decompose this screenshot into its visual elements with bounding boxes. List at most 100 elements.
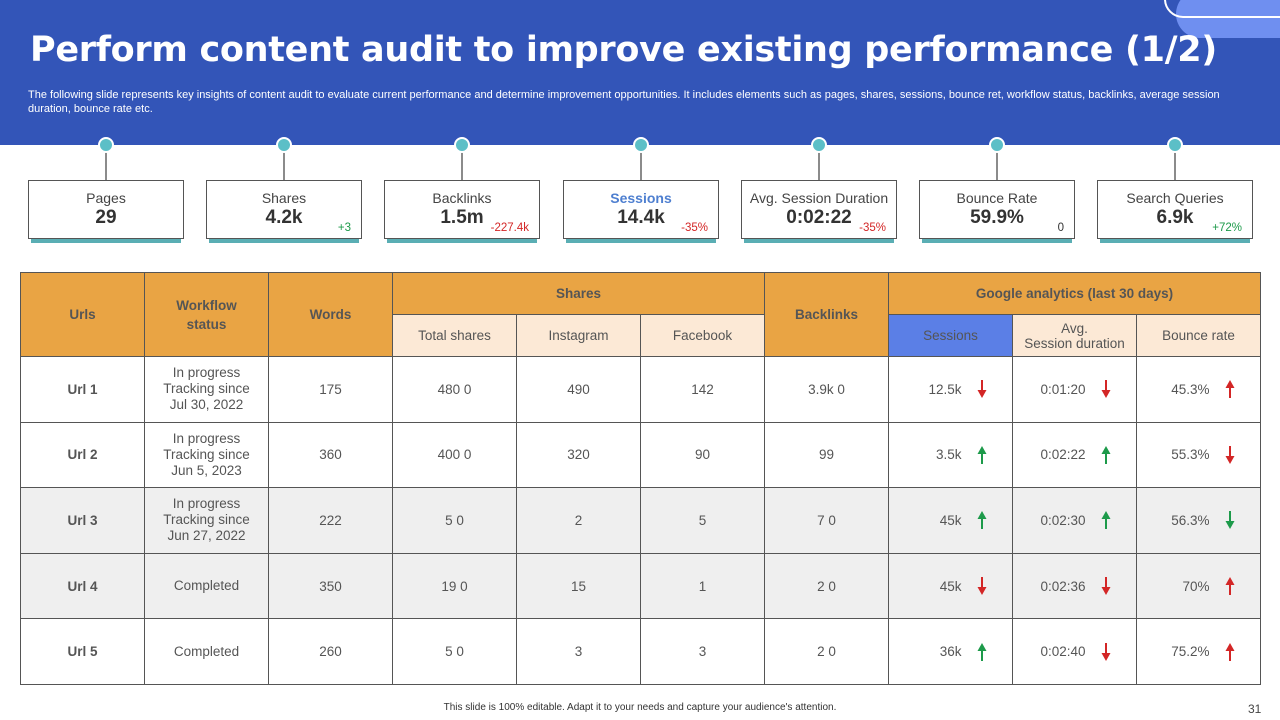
kpi-value: 14.4k xyxy=(617,207,665,228)
sessions-value: 3.5k xyxy=(935,447,962,463)
col-header-sessions: Sessions xyxy=(888,314,1013,357)
kpi-label: Pages xyxy=(86,190,126,206)
header-line: Session duration xyxy=(1024,335,1125,351)
instagram-cell: 490 xyxy=(516,356,641,423)
kpi-underline xyxy=(387,239,537,243)
sessions-value: 12.5k xyxy=(928,381,962,397)
page-title: Perform content audit to improve existin… xyxy=(30,30,1217,70)
instagram-cell: 320 xyxy=(516,421,641,489)
bounce-rate-cell: 55.3% xyxy=(1136,421,1261,489)
total-shares-cell: 5 0 xyxy=(392,487,517,554)
instagram-cell: 3 xyxy=(516,618,641,685)
trend-up-icon xyxy=(977,445,986,464)
table-row: Url 2 In progress Tracking since Jun 5, 20… xyxy=(20,421,1261,489)
col-header-workflow-status: Workflow status xyxy=(144,272,269,357)
kpi-value: 0:02:22 xyxy=(786,207,852,228)
kpi-underline xyxy=(566,239,716,243)
bounce-rate-value: 75.2% xyxy=(1171,644,1210,660)
kpi-label: Backlinks xyxy=(432,190,492,206)
sessions-cell: 45k xyxy=(888,552,1013,620)
trend-down-icon xyxy=(977,380,986,399)
sessions-cell: 3.5k xyxy=(888,421,1013,489)
sessions-cell: 45k xyxy=(888,487,1013,554)
kpi-box: Sessions 14.4k -35% xyxy=(563,180,719,239)
kpi-underline xyxy=(31,239,181,243)
avg-duration-cell: 0:02:40 xyxy=(1012,618,1137,685)
kpi-box: Shares 4.2k +3 xyxy=(206,180,362,239)
kpi-value: 59.9% xyxy=(970,207,1024,228)
words-cell: 222 xyxy=(268,487,393,554)
footer-note: This slide is 100% editable. Adapt it to… xyxy=(443,702,837,713)
trend-down-icon xyxy=(1101,577,1110,596)
kpi-value: 1.5m xyxy=(440,207,484,228)
sessions-value: 36k xyxy=(939,644,962,660)
kpi-label: Shares xyxy=(261,190,307,206)
facebook-cell: 5 xyxy=(640,487,765,554)
trend-up-icon xyxy=(1225,642,1234,661)
workflow-cell: In progress Tracking since Jun 27, 2022 xyxy=(144,487,269,554)
connector-line xyxy=(640,151,642,180)
kpi-delta: -35% xyxy=(681,222,708,234)
bounce-rate-cell: 45.3% xyxy=(1136,356,1261,423)
kpi-box: Pages 29 xyxy=(28,180,184,239)
col-header-bounce-rate: Bounce rate xyxy=(1136,314,1261,357)
facebook-cell: 3 xyxy=(640,618,765,685)
instagram-cell: 15 xyxy=(516,552,641,620)
header-line: status xyxy=(186,316,227,332)
avg-duration-value: 0:02:22 xyxy=(1040,447,1086,463)
kpi-card-shares: Shares 4.2k +3 xyxy=(206,137,362,245)
table-row: Url 4 Completed 350 19 0 15 1 2 0 45k 0:… xyxy=(20,552,1261,620)
words-cell: 350 xyxy=(268,552,393,620)
col-header-words: Words xyxy=(268,272,393,357)
kpi-box: Backlinks 1.5m -227.4k xyxy=(384,180,540,239)
sessions-value: 45k xyxy=(939,578,962,594)
bounce-rate-cell: 75.2% xyxy=(1136,618,1261,685)
col-header-backlinks: Backlinks xyxy=(764,272,889,357)
kpi-delta: -35% xyxy=(859,222,886,234)
workflow-line: Tracking since xyxy=(163,512,250,528)
words-cell: 260 xyxy=(268,618,393,685)
workflow-line: In progress xyxy=(172,496,241,512)
kpi-card-pages: Pages 29 xyxy=(28,137,184,245)
col-header-facebook: Facebook xyxy=(640,314,765,357)
avg-duration-value: 0:02:36 xyxy=(1040,578,1086,594)
trend-up-icon xyxy=(977,642,986,661)
total-shares-cell: 19 0 xyxy=(392,552,517,620)
avg-duration-cell: 0:02:30 xyxy=(1012,487,1137,554)
avg-duration-cell: 0:02:36 xyxy=(1012,552,1137,620)
workflow-line: Jun 27, 2022 xyxy=(167,528,246,544)
workflow-line: Jun 5, 2023 xyxy=(171,462,242,478)
workflow-line: Tracking since xyxy=(163,446,250,462)
table-header-row: Urls Workflow status Words Shares Backlin… xyxy=(20,272,1261,357)
bounce-rate-value: 55.3% xyxy=(1171,447,1210,463)
sessions-cell: 12.5k xyxy=(888,356,1013,423)
backlinks-cell: 7 0 xyxy=(764,487,889,554)
workflow-cell: In progress Tracking since Jul 30, 2022 xyxy=(144,356,269,423)
connector-dot xyxy=(633,137,649,153)
kpi-box: Avg. Session Duration 0:02:22 -35% xyxy=(741,180,897,239)
facebook-cell: 90 xyxy=(640,421,765,489)
bounce-rate-cell: 56.3% xyxy=(1136,487,1261,554)
connector-dot xyxy=(811,137,827,153)
avg-duration-cell: 0:02:22 xyxy=(1012,421,1137,489)
kpi-underline xyxy=(922,239,1072,243)
trend-down-icon xyxy=(1225,445,1234,464)
url-cell: Url 4 xyxy=(20,552,145,620)
trend-down-icon xyxy=(1101,642,1110,661)
header-banner: Perform content audit to improve existin… xyxy=(0,0,1280,145)
url-cell: Url 1 xyxy=(20,356,145,423)
trend-down-icon xyxy=(977,577,986,596)
kpi-delta: -227.4k xyxy=(490,222,529,234)
trend-up-icon xyxy=(1225,380,1234,399)
facebook-cell: 1 xyxy=(640,552,765,620)
sessions-cell: 36k xyxy=(888,618,1013,685)
decorative-pill xyxy=(1176,0,1280,38)
kpi-card-sessions: Sessions 14.4k -35% xyxy=(563,137,719,245)
kpi-card-search-queries: Search Queries 6.9k +72% xyxy=(1097,137,1253,245)
url-cell: Url 3 xyxy=(20,487,145,554)
bounce-rate-cell: 70% xyxy=(1136,552,1261,620)
kpi-card-avg-session-duration: Avg. Session Duration 0:02:22 -35% xyxy=(741,137,897,245)
bounce-rate-value: 56.3% xyxy=(1171,512,1210,528)
kpi-value: 6.9k xyxy=(1156,207,1194,228)
workflow-cell: In progress Tracking since Jun 5, 2023 xyxy=(144,421,269,489)
